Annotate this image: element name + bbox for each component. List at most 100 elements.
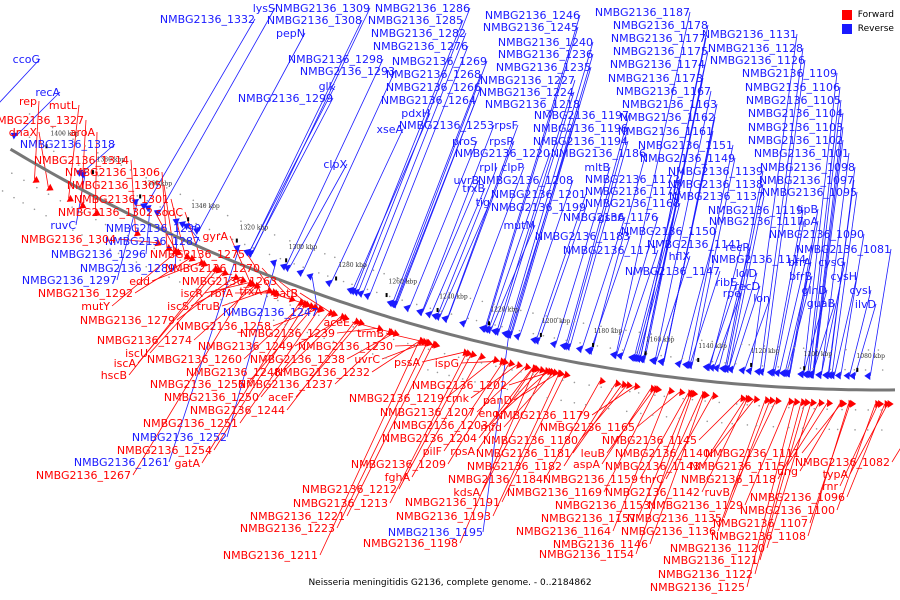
reverse-gene-label[interactable]: NMBG2136_1252 bbox=[132, 431, 227, 444]
forward-gene-label[interactable]: NMBG2136_1202 bbox=[412, 379, 507, 392]
reverse-gene-label[interactable]: ruvC bbox=[50, 219, 76, 232]
reverse-gene-label[interactable]: NMBG2136_1208 bbox=[478, 174, 573, 187]
reverse-gene-label[interactable]: NMBG2136_1285 bbox=[368, 14, 463, 27]
forward-gene-label[interactable]: NMBG2136_1209 bbox=[351, 458, 446, 471]
reverse-gene-label[interactable]: bfrB bbox=[789, 270, 812, 283]
forward-gene-label[interactable]: trxA bbox=[239, 285, 262, 298]
reverse-gene-label[interactable]: mutM bbox=[504, 219, 536, 232]
forward-gene-label[interactable]: NMBG2136_1096 bbox=[750, 491, 845, 504]
forward-gene-label[interactable]: gatA bbox=[174, 457, 200, 470]
reverse-gene-label[interactable]: NMBG2136_1290 bbox=[106, 222, 201, 235]
forward-gene-label[interactable]: NMBG2136_1140 bbox=[615, 447, 710, 460]
forward-gene-label[interactable]: NMBG2136_1301 bbox=[74, 193, 169, 206]
reverse-gene-label[interactable]: glnD bbox=[802, 284, 827, 297]
forward-gene-label[interactable]: iscR bbox=[181, 287, 204, 300]
reverse-gene-label[interactable]: NMBG2136_1109 bbox=[742, 67, 837, 80]
forward-gene-label[interactable]: NMBG2136_1154 bbox=[539, 548, 634, 561]
forward-gene-label[interactable]: trmB bbox=[357, 327, 384, 340]
reverse-gene-label[interactable]: lipA bbox=[797, 215, 818, 228]
reverse-gene-label[interactable]: cysH bbox=[830, 270, 857, 283]
reverse-gene-label[interactable]: NMBG2136_1175 bbox=[613, 45, 708, 58]
forward-gene-label[interactable]: NMBG2136_1107 bbox=[713, 517, 808, 530]
forward-gene-label[interactable]: sodC bbox=[156, 206, 183, 219]
forward-gene-label[interactable]: mfd bbox=[480, 421, 502, 434]
reverse-gene-label[interactable]: NMBG2136_1081 bbox=[796, 243, 891, 256]
forward-gene-label[interactable]: truB bbox=[197, 300, 220, 313]
forward-gene-label[interactable]: NMBG2136_1267 bbox=[36, 469, 131, 482]
reverse-gene-label[interactable]: NMBG2136_1171 bbox=[563, 244, 658, 257]
forward-gene-label[interactable]: NMBG2136_1275 bbox=[150, 248, 245, 261]
reverse-gene-label[interactable]: NMBG2136_1196 bbox=[533, 122, 628, 135]
forward-gene-label[interactable]: NMBG2136_1219 bbox=[349, 392, 444, 405]
reverse-gene-label[interactable]: ilvD bbox=[855, 298, 876, 311]
reverse-gene-label[interactable]: NMBG2136_1220 bbox=[455, 147, 550, 160]
forward-gene-label[interactable]: NMBG2136_1115 bbox=[690, 460, 785, 473]
forward-gene-label[interactable]: thrC bbox=[641, 473, 665, 486]
forward-gene-label[interactable]: cmk bbox=[446, 392, 470, 405]
forward-gene-label[interactable]: NMBG2136_1136 bbox=[621, 525, 716, 538]
forward-gene-label[interactable]: NMBG2136_1111 bbox=[705, 447, 800, 460]
reverse-gene-label[interactable]: NMBG2136_1332 bbox=[160, 13, 255, 26]
forward-gene-label[interactable]: NMBG2136_1145 bbox=[602, 434, 697, 447]
reverse-gene-label[interactable]: NMBG2136_1102 bbox=[748, 134, 843, 147]
forward-gene-label[interactable]: NMBG2136_1239 bbox=[240, 327, 335, 340]
forward-gene-label[interactable]: NMBG2136_1129 bbox=[648, 499, 743, 512]
reverse-gene-label[interactable]: NMBG2136_1101 bbox=[754, 147, 849, 160]
reverse-gene-label[interactable]: lolD bbox=[736, 267, 757, 280]
reverse-gene-label[interactable]: NMBG2136_1149 bbox=[640, 152, 735, 165]
reverse-gene-label[interactable]: rpe bbox=[723, 287, 742, 300]
forward-gene-label[interactable]: NMBG2136_1198 bbox=[363, 537, 458, 550]
reverse-gene-label[interactable]: NMBG2136_1308 bbox=[267, 14, 362, 27]
reverse-gene-label[interactable]: NMBG2136_1261 bbox=[74, 456, 169, 469]
forward-gene-label[interactable]: aceF bbox=[268, 391, 294, 404]
forward-gene-label[interactable]: NMBG2136_1270 bbox=[165, 262, 260, 275]
reverse-gene-label[interactable]: NMBG2136_1104 bbox=[748, 107, 843, 120]
forward-gene-label[interactable]: NMBG2136_1250 bbox=[164, 391, 259, 404]
reverse-gene-label[interactable]: NMBG2136_1183 bbox=[535, 230, 630, 243]
reverse-gene-label[interactable]: NMBG2136_1151 bbox=[638, 139, 733, 152]
forward-gene-label[interactable]: mutY bbox=[81, 300, 110, 313]
forward-gene-label[interactable]: ruvB bbox=[704, 486, 730, 499]
reverse-gene-label[interactable]: clpX bbox=[323, 158, 347, 171]
forward-gene-label[interactable]: NMBG2136_1191 bbox=[405, 496, 500, 509]
forward-gene-label[interactable]: NMBG2136_1164 bbox=[516, 525, 611, 538]
forward-gene-label[interactable]: iscS bbox=[167, 300, 189, 313]
forward-gene-label[interactable]: mutL bbox=[49, 99, 78, 112]
forward-gene-label[interactable]: NMBG2136_1249 bbox=[198, 340, 293, 353]
forward-gene-label[interactable]: NMBG2136_1274 bbox=[97, 334, 192, 347]
forward-gene-label[interactable]: NMBG2136_1251 bbox=[143, 417, 238, 430]
reverse-gene-label[interactable]: NMBG2136_1173 bbox=[608, 72, 703, 85]
forward-gene-label[interactable]: NMBG2136_1213 bbox=[293, 497, 388, 510]
forward-gene-label[interactable]: NMBG2136_1211 bbox=[223, 549, 318, 562]
reverse-gene-label[interactable]: NMBG2136_1177 bbox=[611, 32, 706, 45]
reverse-gene-label[interactable]: NMBG2136_1150 bbox=[621, 225, 716, 238]
reverse-gene-label[interactable]: NMBG2136_1293 bbox=[300, 65, 395, 78]
forward-gene-label[interactable]: NMBG2136_1302 bbox=[58, 206, 153, 219]
forward-gene-label[interactable]: pilF bbox=[423, 445, 442, 458]
reverse-gene-label[interactable]: NMBG2136_1161 bbox=[618, 125, 713, 138]
forward-gene-label[interactable]: dnaX bbox=[9, 126, 38, 139]
reverse-gene-label[interactable]: NMBG2136_1126 bbox=[710, 54, 805, 67]
forward-gene-label[interactable]: NMBG2136_1121 bbox=[663, 554, 758, 567]
forward-gene-label[interactable]: NMBG2136_1306 bbox=[65, 166, 160, 179]
reverse-gene-label[interactable]: NMBG2136_1178 bbox=[613, 19, 708, 32]
reverse-gene-label[interactable]: NMBG2136_1197 bbox=[534, 109, 629, 122]
reverse-gene-label[interactable]: recA bbox=[35, 86, 60, 99]
reverse-gene-label[interactable]: NMBG2136_1098 bbox=[760, 161, 855, 174]
forward-gene-label[interactable]: NMBG2136_1184 bbox=[448, 473, 543, 486]
reverse-gene-label[interactable]: clpP bbox=[501, 161, 524, 174]
forward-gene-label[interactable]: NMBG2136_1279 bbox=[80, 314, 175, 327]
reverse-gene-label[interactable]: NMBG2136_1168 bbox=[585, 197, 680, 210]
forward-gene-label[interactable]: NMBG2136_1181 bbox=[476, 447, 571, 460]
forward-gene-label[interactable]: NMBG2136_1292 bbox=[38, 287, 133, 300]
forward-gene-label[interactable]: NMBG2136_1256 bbox=[150, 378, 245, 391]
reverse-gene-label[interactable]: pepN bbox=[276, 27, 305, 40]
reverse-gene-label[interactable]: NMBG2136_1117 bbox=[709, 215, 804, 228]
reverse-gene-label[interactable]: NMBG2136_1167 bbox=[616, 85, 711, 98]
reverse-gene-label[interactable]: NMBG2136_1318 bbox=[20, 138, 115, 151]
reverse-gene-label[interactable]: NMBG2136_1245 bbox=[483, 21, 578, 34]
forward-gene-label[interactable]: ispG bbox=[435, 357, 459, 370]
forward-gene-label[interactable]: NMBG2136_1180 bbox=[483, 434, 578, 447]
reverse-gene-label[interactable]: NMBG2136_1253 bbox=[399, 119, 494, 132]
reverse-gene-label[interactable]: guaB bbox=[807, 297, 835, 310]
